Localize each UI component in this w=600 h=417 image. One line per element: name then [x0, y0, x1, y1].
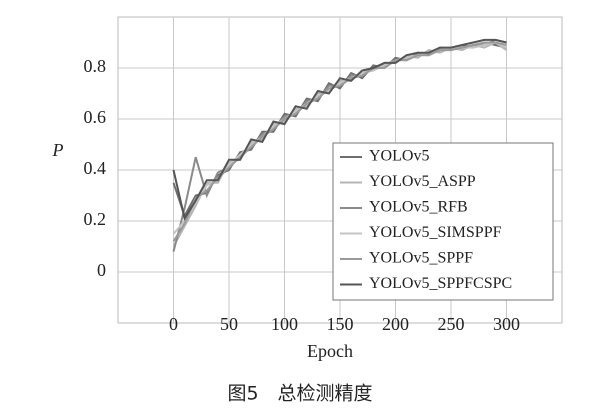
y-tick-label: 0.4 — [84, 158, 107, 178]
x-tick-label: 200 — [382, 314, 409, 334]
legend: YOLOv5 YOLOv5_ASPP YOLOv5_RFB YOLOv5_SIMSPP… — [332, 142, 554, 301]
legend-label: YOLOv5_SPPFCSPC — [369, 275, 512, 292]
caption: 图5 总检测精度 — [227, 383, 372, 405]
x-tick-label: 50 — [220, 314, 238, 334]
y-tick-label: 0 — [97, 260, 106, 280]
x-tick-label: 150 — [327, 314, 354, 334]
x-tick-label: 250 — [438, 314, 465, 334]
series-line — [172, 38, 507, 221]
y-tick-label: 0.6 — [84, 107, 107, 127]
x-tick-label: 300 — [493, 314, 520, 334]
legend-label: YOLOv5_SIMSPPF — [369, 224, 502, 241]
legend-label: YOLOv5_RFB — [369, 199, 468, 216]
y-tick-label: 0.8 — [84, 56, 107, 76]
legend-label: YOLOv5 — [369, 148, 429, 165]
x-tick-label: 0 — [169, 314, 178, 334]
legend-box — [332, 142, 554, 301]
x-axis-label: Epoch — [307, 341, 353, 361]
x-tick-label: 100 — [271, 314, 298, 334]
series-line — [172, 41, 507, 242]
legend-label: YOLOv5_SPPF — [369, 250, 473, 267]
y-axis-label: P — [52, 140, 64, 160]
legend-label: YOLOv5_ASPP — [369, 173, 476, 190]
y-tick-label: 0.2 — [84, 209, 107, 229]
